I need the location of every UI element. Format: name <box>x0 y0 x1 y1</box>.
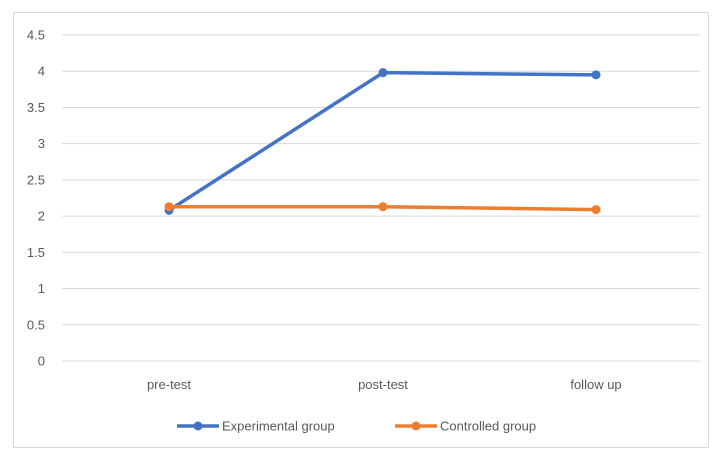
y-tick-label: 1 <box>38 281 45 296</box>
data-point <box>591 70 601 80</box>
x-tick-label: pre-test <box>147 377 191 392</box>
y-tick-label: 3.5 <box>27 100 45 115</box>
x-axis-ticks: pre-test post-test follow up <box>147 377 622 392</box>
data-point <box>378 68 388 78</box>
y-tick-label: 0.5 <box>27 317 45 332</box>
y-axis-ticks: 0 0.5 1 1.5 2 2.5 3 3.5 4 4.5 <box>27 28 45 369</box>
x-tick-label: post-test <box>358 377 408 392</box>
y-tick-label: 0 <box>38 354 45 369</box>
y-tick-label: 2.5 <box>27 172 45 187</box>
data-point <box>164 202 174 212</box>
gridlines <box>62 34 700 362</box>
data-point <box>591 205 601 215</box>
legend-item: Controlled group <box>395 419 536 434</box>
y-tick-label: 2 <box>38 209 45 224</box>
legend: Experimental group Controlled group <box>177 419 536 434</box>
y-tick-label: 1.5 <box>27 245 45 260</box>
series-group <box>164 68 601 215</box>
y-tick-label: 3 <box>38 136 45 151</box>
chart-area <box>13 12 709 448</box>
legend-swatch-marker <box>193 421 203 431</box>
legend-swatch-marker <box>411 421 421 431</box>
series-line <box>167 70 598 213</box>
legend-label: Experimental group <box>222 419 335 434</box>
data-point <box>378 202 388 212</box>
legend-label: Controlled group <box>440 419 536 434</box>
y-tick-label: 4.5 <box>27 28 45 43</box>
legend-item: Experimental group <box>177 419 335 434</box>
y-tick-label: 4 <box>38 64 45 79</box>
x-tick-label: follow up <box>570 377 621 392</box>
